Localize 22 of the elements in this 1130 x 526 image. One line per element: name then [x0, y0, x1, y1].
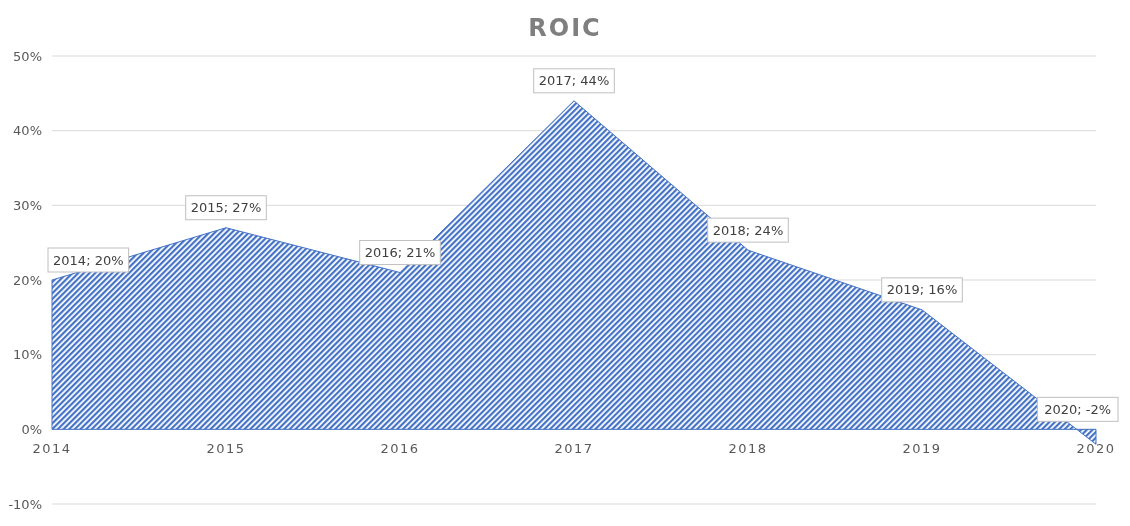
y-tick-label: -10%	[8, 496, 42, 512]
data-label: 2020; -2%	[1044, 401, 1112, 417]
x-tick-label: 2018	[728, 441, 768, 457]
y-tick-label: 0%	[21, 421, 42, 437]
data-label: 2019; 16%	[886, 282, 958, 298]
x-tick-label: 2015	[206, 441, 246, 457]
y-tick-label: 40%	[13, 123, 42, 139]
data-label: 2016; 21%	[364, 245, 436, 261]
y-tick-label: 20%	[13, 272, 42, 288]
x-tick-label: 2017	[554, 441, 594, 457]
data-label: 2014; 20%	[53, 252, 124, 268]
y-tick-label: 50%	[13, 48, 42, 64]
x-tick-label: 2020	[1076, 441, 1116, 457]
x-tick-label: 2019	[902, 441, 942, 457]
y-tick-label: 30%	[13, 197, 42, 213]
y-tick-label: 10%	[13, 347, 42, 363]
data-label: 2017; 44%	[538, 73, 610, 89]
data-label: 2018; 24%	[712, 222, 784, 238]
data-label: 2015; 27%	[190, 200, 262, 216]
x-tick-label: 2014	[32, 441, 72, 457]
chart-title: ROIC	[528, 14, 602, 42]
x-tick-label: 2016	[380, 441, 420, 457]
